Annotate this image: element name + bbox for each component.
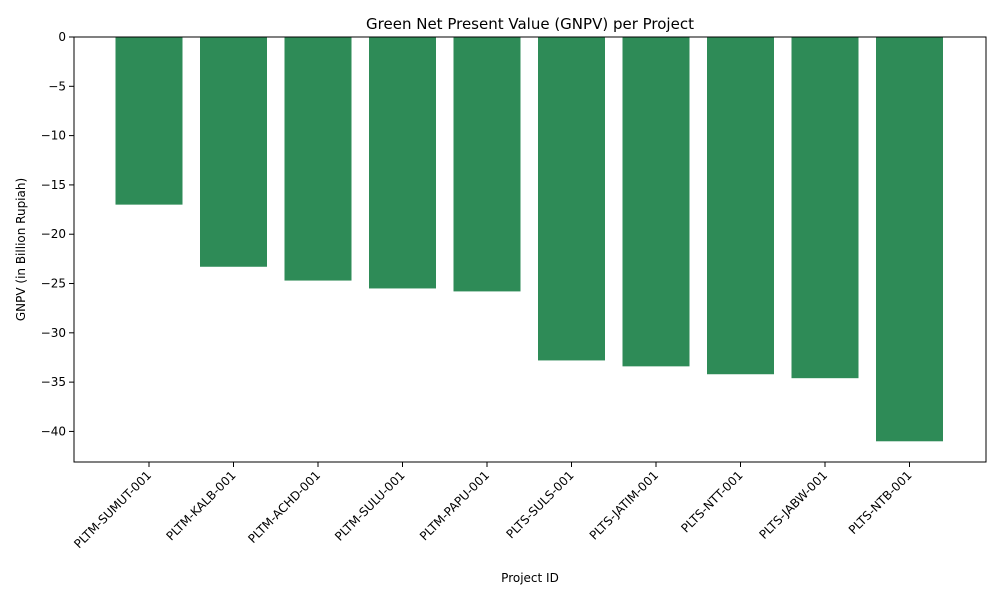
bar	[791, 37, 859, 379]
bar	[115, 37, 183, 205]
bar	[200, 37, 267, 267]
x-tick-label: PLTS-JABW-001	[756, 468, 830, 542]
y-tick-label: −10	[41, 129, 66, 143]
bar	[707, 37, 774, 375]
chart-title: Green Net Present Value (GNPV) per Proje…	[366, 15, 694, 33]
y-tick-label: −15	[41, 178, 66, 192]
y-tick-label: −40	[41, 424, 66, 438]
axes-frame	[73, 36, 987, 463]
y-axis-label: GNPV (in Billion Rupiah)	[14, 178, 28, 321]
bar	[369, 37, 436, 289]
y-axis-ticks: 0 −5 −10 −15 −20 −25 −30 −35 −40	[41, 30, 74, 438]
y-tick-label: −25	[41, 277, 66, 291]
x-tick-label: PLTM-SUMUT-001	[71, 468, 154, 551]
y-tick-label: −20	[41, 227, 66, 241]
y-tick-label: 0	[58, 30, 66, 44]
y-tick-label: −35	[41, 375, 66, 389]
bar	[284, 37, 352, 281]
x-tick-label: PLTS-JATIM-001	[587, 468, 661, 542]
x-tick-label: PLTM-ACHD-001	[245, 468, 323, 546]
bar	[876, 37, 943, 442]
y-tick-label: −5	[48, 79, 66, 93]
x-tick-label: PLTM-SULU-001	[332, 468, 408, 544]
x-tick-label: PLTM-PAPU-001	[417, 468, 492, 543]
y-tick-label: −30	[41, 326, 66, 340]
x-axis-label: Project ID	[501, 571, 559, 585]
x-tick-label: PLTS-NTB-001	[846, 468, 915, 537]
x-tick-label: PLTS-SULS-001	[503, 468, 576, 541]
bar	[453, 37, 521, 292]
bars-layer	[115, 37, 943, 442]
x-tick-label: PLTM-KALB-001	[163, 468, 238, 543]
x-axis-ticks: PLTM-SUMUT-001 PLTM-KALB-001 PLTM-ACHD-001…	[71, 462, 915, 551]
x-tick-label: PLTS-NTT-001	[678, 468, 745, 535]
bar	[538, 37, 605, 361]
bar	[622, 37, 690, 367]
